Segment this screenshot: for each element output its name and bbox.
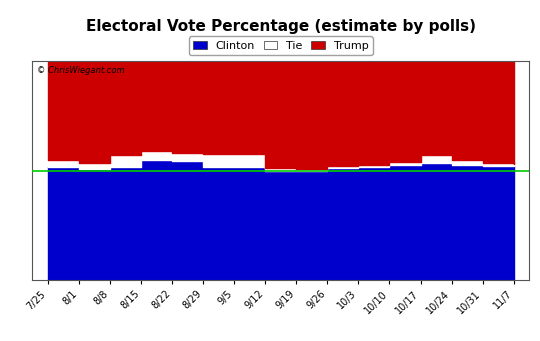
Legend: Clinton, Tie, Trump: Clinton, Tie, Trump	[189, 36, 373, 55]
Title: Electoral Vote Percentage (estimate by polls): Electoral Vote Percentage (estimate by p…	[86, 19, 476, 34]
Text: © ChrisWiegant.com: © ChrisWiegant.com	[37, 66, 125, 75]
